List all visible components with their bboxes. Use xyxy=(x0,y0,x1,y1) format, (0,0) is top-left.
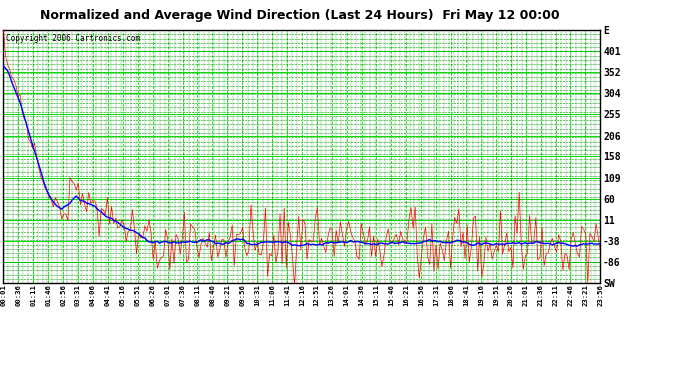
Text: Normalized and Average Wind Direction (Last 24 Hours)  Fri May 12 00:00: Normalized and Average Wind Direction (L… xyxy=(40,9,560,22)
Text: Copyright 2006 Cartronics.com: Copyright 2006 Cartronics.com xyxy=(6,34,141,43)
